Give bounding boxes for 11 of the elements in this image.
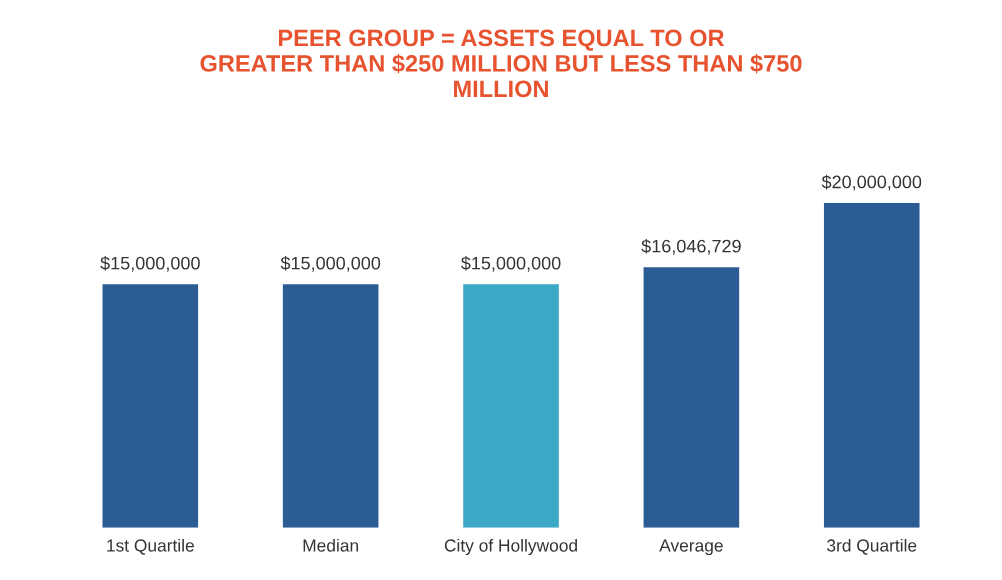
- data-label: $15,000,000: [461, 255, 561, 272]
- chart-title: PEER GROUP = ASSETS EQUAL TO OR GREATER THAN $250 MILLION BUT LESS THAN $750 MILLION: [200, 29, 802, 98]
- data-label: $15,000,000: [100, 255, 200, 272]
- x-tick-label: City of Hollywood: [444, 538, 577, 556]
- x-tick-label: Median: [303, 538, 359, 552]
- data-label: $20,000,000: [821, 174, 922, 191]
- x-tick-label: Average: [659, 539, 723, 556]
- x-tick-label: 1st Quartile: [107, 538, 194, 555]
- data-label: $15,000,000: [280, 255, 381, 272]
- x-tick-label: 3rd Quartile: [827, 538, 917, 555]
- data-label: $16,046,729: [641, 238, 741, 255]
